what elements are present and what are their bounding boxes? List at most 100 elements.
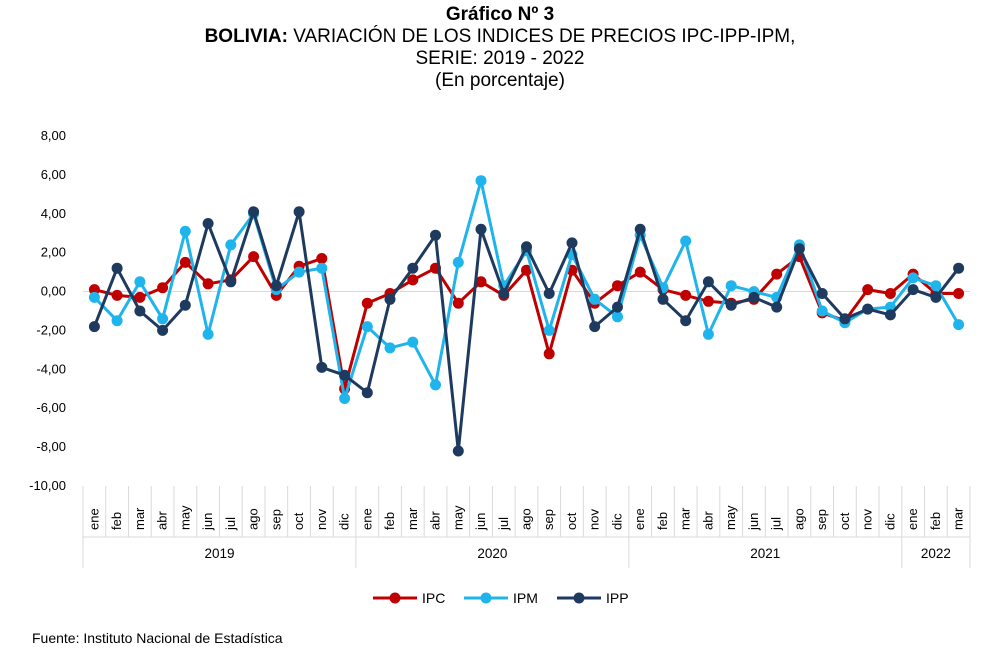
- chart-subtitle-series: SERIE: 2019 - 2022: [415, 48, 585, 69]
- series-ipp: [88, 206, 965, 457]
- month-label: oct: [564, 512, 579, 530]
- month-label: mar: [678, 507, 693, 530]
- data-point-ipp: [430, 229, 441, 241]
- data-point-ipm: [316, 262, 328, 274]
- data-point-ipc: [179, 256, 191, 268]
- data-point-ipp: [702, 276, 714, 288]
- data-point-ipc: [634, 266, 646, 278]
- data-point-ipc: [407, 274, 419, 286]
- data-point-ipp: [202, 218, 214, 229]
- month-label: jun: [746, 513, 761, 531]
- data-point-ipp: [248, 206, 260, 218]
- month-label: ago: [519, 508, 534, 530]
- month-label: nov: [314, 509, 329, 530]
- data-point-ipp: [566, 237, 578, 249]
- month-label: dic: [882, 513, 897, 530]
- month-label: feb: [928, 512, 943, 530]
- data-point-ipc: [543, 348, 555, 360]
- data-point-ipm: [589, 293, 601, 305]
- data-point-ipp: [111, 262, 123, 274]
- data-point-ipm: [111, 315, 123, 327]
- month-label: abr: [700, 511, 715, 530]
- data-point-ipp: [839, 313, 851, 325]
- month-label: feb: [655, 512, 670, 530]
- data-point-ipc: [361, 297, 373, 309]
- month-label: may: [177, 505, 192, 530]
- source-note: Fuente: Instituto Nacional de Estadístic…: [32, 630, 283, 646]
- y-tick-label: 0,00: [41, 284, 66, 299]
- chart-title: BOLIVIA: VARIACIÓN DE LOS INDICES DE PRE…: [0, 26, 993, 48]
- data-point-ipp: [907, 284, 919, 296]
- month-label: dic: [337, 513, 352, 530]
- title-block: Gráfico Nº 3 BOLIVIA: VARIACIÓN DE LOS I…: [0, 4, 993, 92]
- month-label: abr: [155, 511, 170, 530]
- data-point-ipp: [316, 361, 328, 373]
- month-label: sep: [268, 509, 283, 530]
- legend-label: IPP: [606, 590, 629, 606]
- month-label: sep: [541, 509, 556, 530]
- month-label: jul: [496, 517, 511, 531]
- y-tick-label: 6,00: [41, 167, 66, 182]
- data-point-ipp: [748, 291, 760, 303]
- month-label: ene: [86, 508, 101, 530]
- data-point-ipc: [521, 264, 532, 276]
- month-label: nov: [587, 509, 602, 530]
- data-point-ipp: [884, 309, 896, 321]
- data-point-ipc: [475, 276, 487, 288]
- data-point-ipm: [361, 321, 373, 333]
- data-point-ipp: [475, 223, 487, 235]
- month-label: jun: [200, 513, 215, 531]
- month-label: oct: [291, 512, 306, 530]
- series-ipc: [88, 251, 965, 395]
- data-point-ipm: [384, 342, 396, 354]
- data-point-ipm: [930, 280, 942, 292]
- data-point-ipm: [452, 256, 464, 268]
- data-point-ipm: [179, 225, 191, 237]
- data-point-ipc: [862, 284, 874, 296]
- data-point-ipp: [88, 321, 100, 333]
- month-label: jul: [223, 517, 238, 531]
- data-point-ipp: [771, 301, 783, 313]
- y-tick-label: 2,00: [41, 245, 66, 260]
- data-point-ipp: [384, 293, 396, 305]
- chart-title-text: VARIACIÓN DE LOS INDICES DE PRECIOS IPC-…: [293, 26, 796, 47]
- data-point-ipp: [793, 243, 805, 255]
- legend-item-ipm: IPM: [464, 590, 538, 606]
- month-label: mar: [132, 507, 147, 530]
- legend-label: IPC: [422, 590, 445, 606]
- data-point-ipm: [475, 175, 487, 187]
- year-label: 2019: [204, 546, 234, 561]
- month-label: mar: [951, 507, 966, 530]
- series-layer: [88, 175, 965, 457]
- data-point-ipp: [612, 301, 623, 313]
- data-point-ipc: [157, 282, 169, 294]
- data-point-ipc: [316, 253, 328, 264]
- data-point-ipp: [953, 262, 965, 274]
- legend-marker: [480, 592, 492, 604]
- data-point-ipp: [179, 299, 191, 311]
- data-point-ipm: [88, 291, 100, 303]
- series-ipm: [88, 175, 965, 404]
- month-label: ene: [905, 508, 920, 530]
- data-point-ipp: [816, 288, 828, 299]
- data-point-ipp: [680, 315, 692, 327]
- y-tick-label: 8,00: [41, 128, 66, 143]
- data-point-ipm: [612, 311, 623, 323]
- month-label: ago: [791, 508, 806, 530]
- month-label: nov: [860, 509, 875, 530]
- data-point-ipc: [771, 268, 783, 280]
- month-label: feb: [109, 512, 124, 530]
- data-point-ipp: [452, 445, 464, 457]
- legend-item-ipp: IPP: [557, 590, 629, 606]
- data-point-ipp: [134, 305, 146, 317]
- legend-marker: [573, 592, 585, 604]
- data-point-ipc: [612, 280, 623, 292]
- data-point-ipm: [339, 393, 351, 404]
- month-label: mar: [405, 507, 420, 530]
- year-label: 2021: [750, 546, 780, 561]
- data-point-ipp: [407, 262, 419, 274]
- y-tick-label: -10,00: [29, 478, 66, 493]
- data-point-ipm: [225, 239, 237, 251]
- month-label: ene: [359, 508, 374, 530]
